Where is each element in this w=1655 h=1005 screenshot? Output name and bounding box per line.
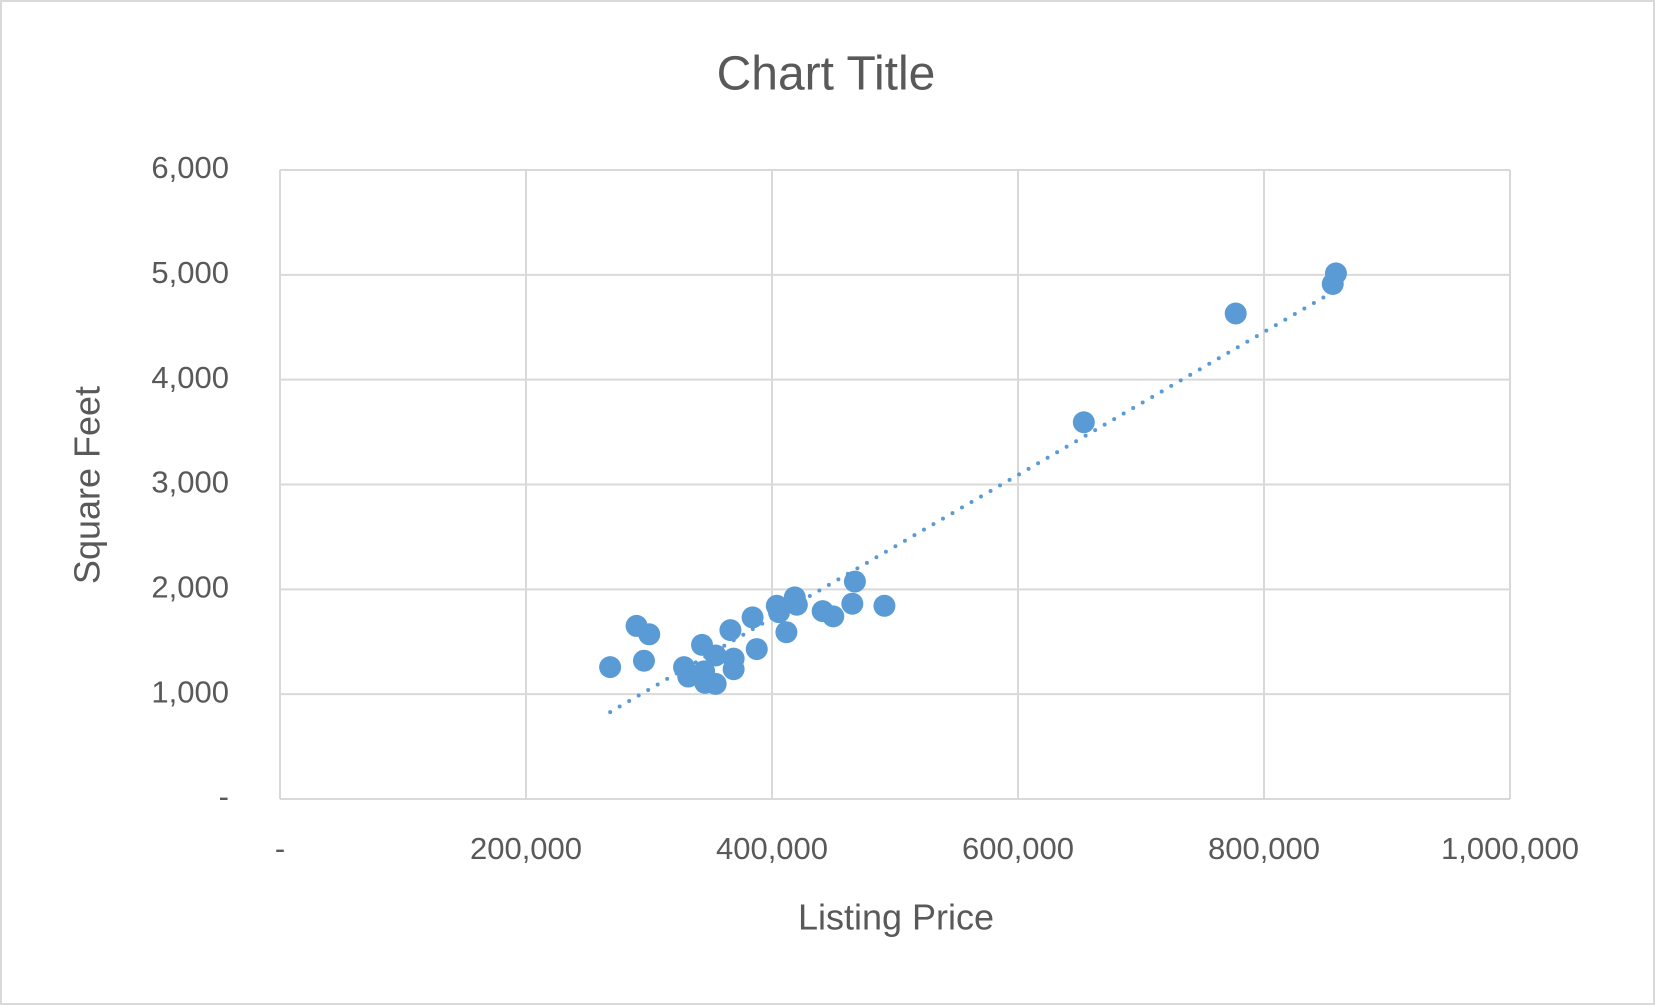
- data-point: [841, 592, 864, 615]
- y-tick-label: 6,000: [151, 150, 229, 185]
- y-tick-label: 1,000: [151, 674, 229, 709]
- y-axis-title: Square Feet: [67, 386, 108, 584]
- x-tick-label: 600,000: [962, 831, 1074, 866]
- data-point: [722, 658, 745, 681]
- data-point: [1324, 262, 1347, 285]
- data-point: [843, 570, 866, 593]
- y-tick-label: -: [219, 779, 229, 814]
- data-point: [704, 644, 727, 667]
- trendline: [608, 288, 1338, 715]
- chart-title: Chart Title: [717, 48, 936, 101]
- data-point: [822, 605, 845, 628]
- data-point: [1224, 302, 1247, 325]
- x-tick-label: 800,000: [1208, 831, 1320, 866]
- x-tick-label: 400,000: [716, 831, 828, 866]
- data-point: [775, 621, 798, 644]
- data-point: [704, 672, 727, 695]
- data-point: [785, 593, 808, 616]
- data-point: [599, 656, 622, 679]
- data-point: [745, 638, 768, 661]
- y-tick-label: 2,000: [151, 570, 229, 605]
- data-point: [768, 601, 791, 624]
- x-tick-label: 1,000,000: [1441, 831, 1579, 866]
- y-tick-label: 4,000: [151, 360, 229, 395]
- x-axis-title: Listing Price: [798, 897, 994, 938]
- data-point: [873, 594, 896, 617]
- data-point: [741, 606, 764, 629]
- data-point: [638, 623, 661, 646]
- y-tick-label: 3,000: [151, 465, 229, 500]
- data-point: [719, 619, 742, 642]
- y-tick-label: 5,000: [151, 255, 229, 290]
- x-tick-label: 200,000: [470, 831, 582, 866]
- data-point: [1072, 411, 1095, 434]
- data-point: [632, 649, 655, 672]
- x-tick-label: -: [275, 831, 285, 866]
